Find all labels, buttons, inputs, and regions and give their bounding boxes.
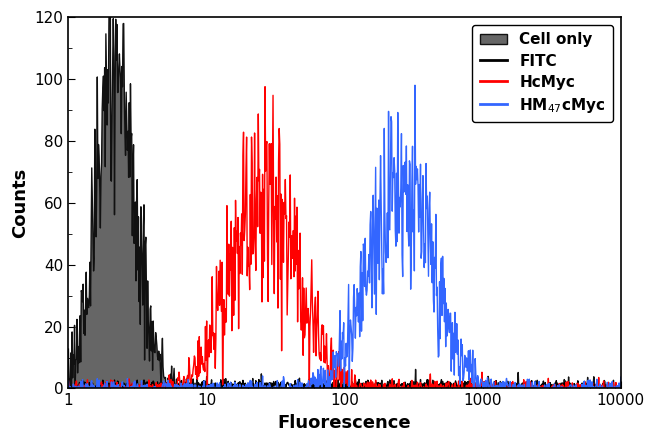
Legend: Cell only, FITC, HcMyc, HM$_{47}$cMyc: Cell only, FITC, HcMyc, HM$_{47}$cMyc — [472, 25, 613, 122]
Y-axis label: Counts: Counts — [11, 167, 29, 238]
X-axis label: Fluorescence: Fluorescence — [277, 414, 411, 432]
